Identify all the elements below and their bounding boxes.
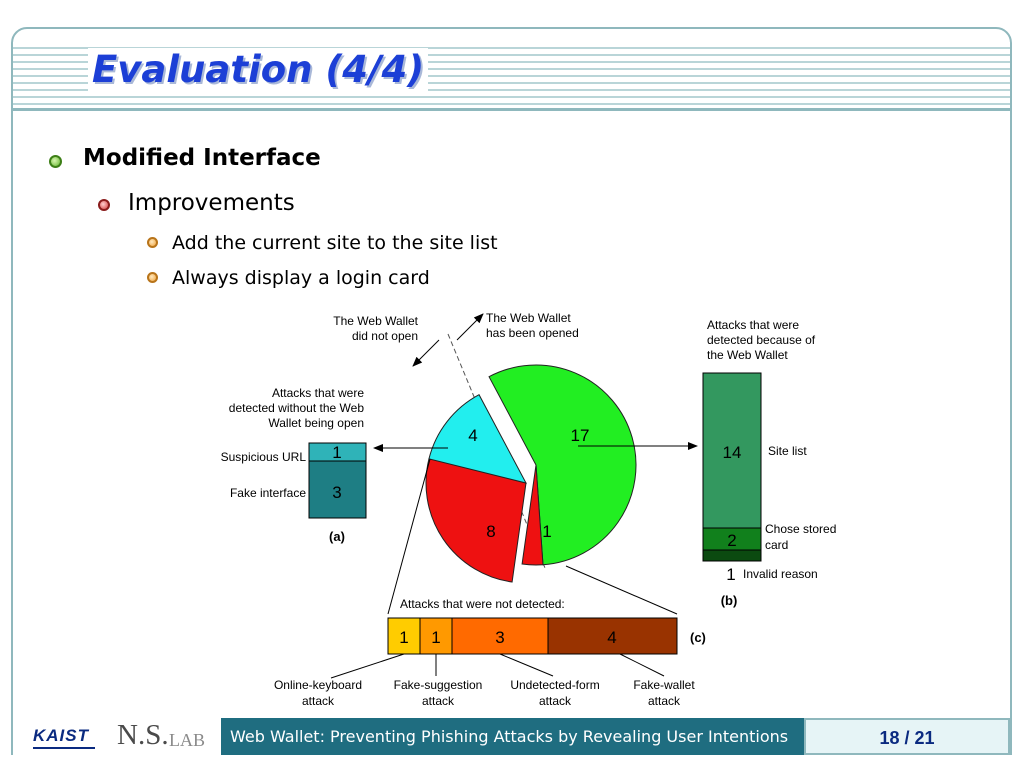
panel-b-bar-site-list (702, 372, 762, 529)
panel-a-heading-3: Wallet being open (268, 416, 364, 430)
bullet-level1-icon (49, 155, 62, 168)
bullet-level3-icon (147, 237, 158, 248)
panel-c-caption: (c) (690, 630, 706, 645)
zoom-line-left (387, 458, 431, 615)
pie-slice-17 (488, 364, 637, 566)
panel-a-value-suspicious-url: 1 (332, 443, 341, 462)
nslab-logo-lab: LAB (169, 730, 205, 750)
pie-label-8: 8 (486, 522, 495, 541)
panel-c-value-undetected-form: 3 (495, 628, 504, 647)
kaist-logo-underline (33, 747, 95, 749)
panel-a-caption: (a) (329, 529, 345, 544)
bullet-modified-interface: Modified Interface (83, 145, 321, 171)
arrow-opened (456, 313, 484, 341)
panel-c-value-fake-suggestion: 1 (431, 628, 440, 647)
panel-a-label-suspicious-url: Suspicious URL (221, 450, 307, 464)
panel-b-label-invalid-reason: Invalid reason (743, 567, 818, 581)
pie-label-1: 1 (542, 522, 551, 541)
panel-b-value-site-list: 14 (723, 443, 742, 462)
pie-label-4: 4 (468, 426, 477, 445)
leader-online-keyboard (330, 653, 405, 679)
panel-c-label-fake-wallet-2: attack (648, 694, 681, 708)
label-opened-2: has been opened (486, 326, 579, 340)
panel-c-label-fake-suggestion-1: Fake-suggestion (394, 678, 483, 692)
slide-title: Evaluation (4/4) (88, 48, 429, 91)
pie-chart: 17 1 8 4 (425, 364, 637, 583)
attack-detection-figure: The Web Wallet did not open The Web Wall… (221, 311, 837, 708)
panel-a-value-fake-interface: 3 (332, 483, 341, 502)
bullet-level2-icon (98, 199, 110, 211)
footer-presentation-title: Web Wallet: Preventing Phishing Attacks … (221, 718, 804, 755)
bullet-level3-icon (147, 272, 158, 283)
panel-c-label-undetected-form-2: attack (539, 694, 572, 708)
panel-c-label-online-keyboard-2: attack (302, 694, 335, 708)
panel-b-heading-2: detected because of (707, 333, 816, 347)
pie-slice-4 (428, 394, 527, 484)
bullet-improvements: Improvements (128, 190, 295, 216)
leader-undetected-form (499, 653, 554, 677)
panel-b-label-site-list: Site list (768, 444, 807, 458)
panel-b-value-invalid-reason: 1 (726, 565, 735, 584)
slide-footer: KAIST N.S. LAB Web Wallet: Preventing Ph… (13, 718, 1010, 755)
nslab-logo-initials: N.S. (117, 719, 169, 751)
panel-b-heading-3: the Web Wallet (707, 348, 788, 362)
label-did-not-open-2: did not open (352, 329, 418, 343)
leader-fake-wallet (619, 653, 665, 677)
panel-c-value-online-keyboard: 1 (399, 628, 408, 647)
panel-c-value-fake-wallet: 4 (607, 628, 616, 647)
pie-slice-8 (425, 458, 527, 583)
title-rule (13, 108, 1010, 111)
panel-c-label-undetected-form-1: Undetected-form (510, 678, 599, 692)
bullet-site-list: Add the current site to the site list (172, 232, 498, 254)
panel-a-heading-1: Attacks that were (272, 386, 364, 400)
label-did-not-open-1: The Web Wallet (333, 314, 418, 328)
panel-c-label-fake-wallet-1: Fake-wallet (633, 678, 695, 692)
kaist-logo: KAIST (33, 726, 89, 745)
zoom-line-right (565, 565, 678, 615)
panel-b-heading-1: Attacks that were (707, 318, 799, 332)
bullet-login-card: Always display a login card (172, 267, 430, 289)
pie-label-17: 17 (571, 426, 590, 445)
pie-slice-1 (521, 464, 544, 566)
panel-a-bar-fake-interface (308, 460, 367, 519)
panel-c-label-online-keyboard-1: Online-keyboard (274, 678, 362, 692)
footer-page-number: 18 / 21 (804, 718, 1010, 755)
panel-a-label-fake-interface: Fake interface (230, 486, 306, 500)
panel-b-label-stored-card-2: card (765, 538, 788, 552)
panel-c-label-fake-suggestion-2: attack (422, 694, 455, 708)
panel-b-value-stored-card: 2 (727, 531, 736, 550)
arrow-did-not-open (412, 339, 440, 367)
label-opened-1: The Web Wallet (486, 311, 571, 325)
panel-b-bar-invalid-reason (702, 549, 762, 562)
panel-c-cell-undetected-form (451, 617, 549, 655)
panel-b-caption: (b) (721, 593, 738, 608)
panel-c-cell-fake-wallet (547, 617, 678, 655)
panel-a-heading-2: detected without the Web (229, 401, 365, 415)
footer-logo-area: KAIST N.S. LAB (13, 718, 221, 755)
panel-b-label-stored-card-1: Chose stored (765, 522, 836, 536)
panel-c-heading: Attacks that were not detected: (400, 597, 565, 611)
